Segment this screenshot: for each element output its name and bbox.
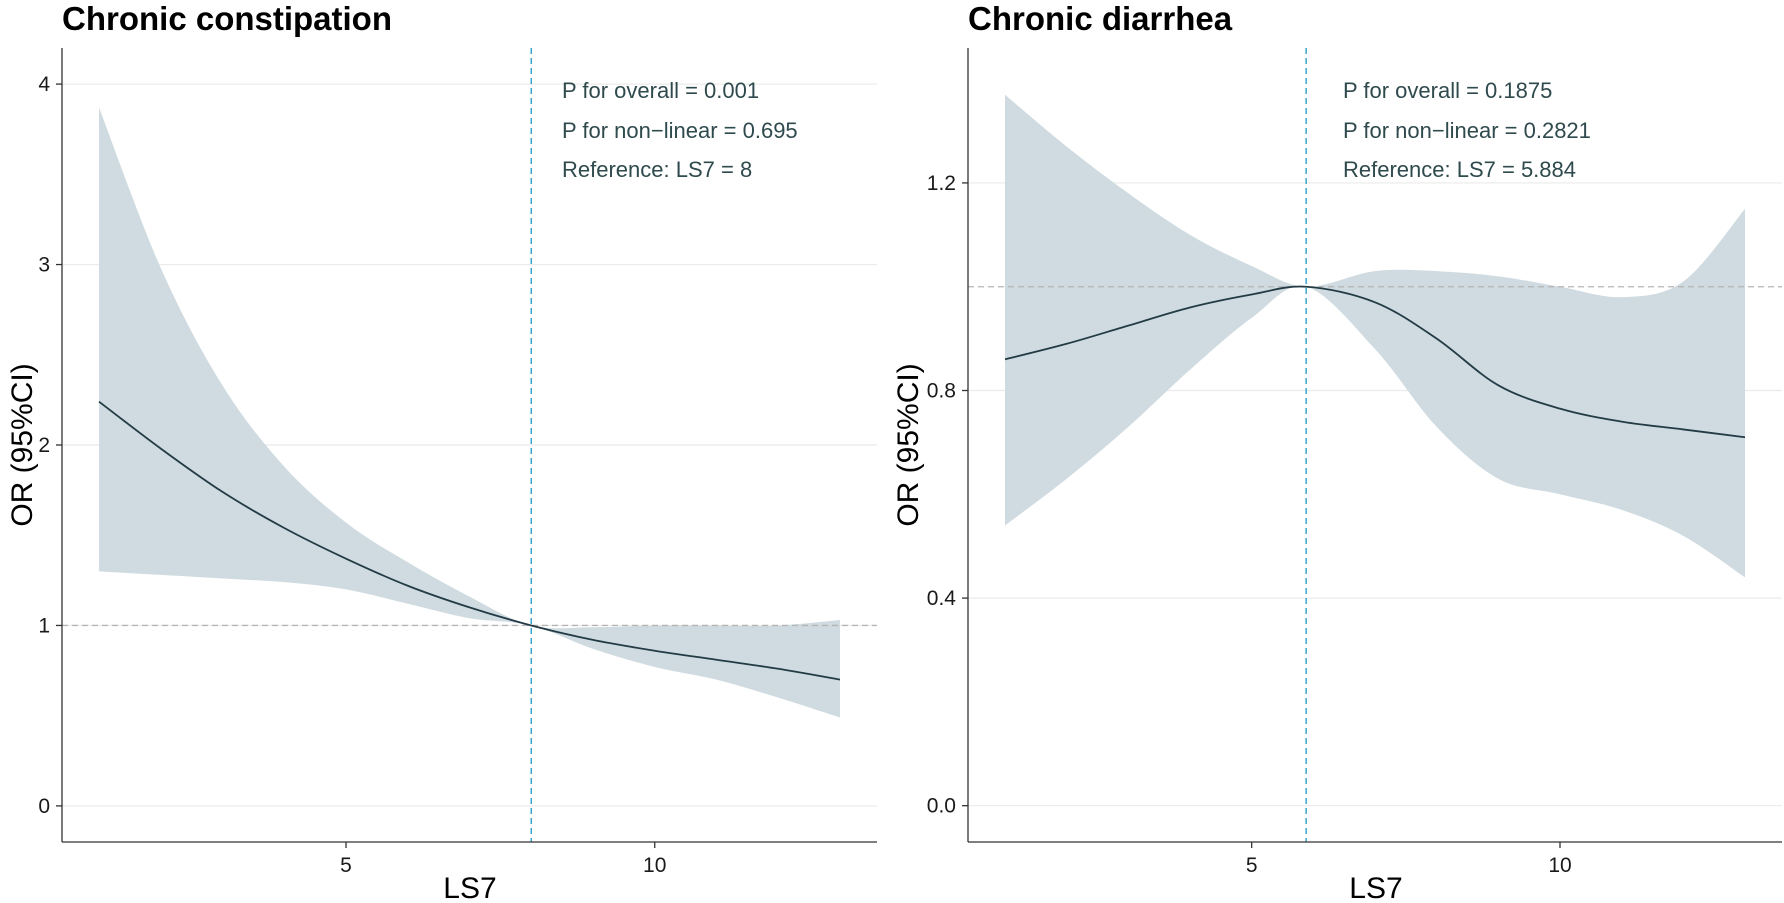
y-tick-label: 0.4 <box>927 587 957 610</box>
or-curve <box>1004 285 1746 439</box>
chart-title: Chronic diarrhea <box>968 0 1233 37</box>
chart-title: Chronic constipation <box>62 0 392 37</box>
y-tick-label: 1 <box>38 614 50 637</box>
annotation-p-nonlinear: P for non−linear = 0.2821 <box>1343 118 1591 143</box>
y-tick-label: 0.0 <box>927 795 956 818</box>
x-tick-label: 5 <box>1246 854 1258 877</box>
y-ticks: 0.0 0.4 0.8 1.2 <box>927 172 968 818</box>
y-axis-label: OR (95%CI) <box>6 363 39 526</box>
chart-panel-diarrhea: Chronic diarrhea 0.0 0.4 0.8 1.2 5 10 P for … <box>892 0 1782 903</box>
confidence-band <box>1005 94 1745 578</box>
y-ticks: 0 1 2 3 4 <box>38 73 62 818</box>
y-tick-label: 1.2 <box>927 172 956 195</box>
y-tick-label: 3 <box>38 254 50 277</box>
annotation-p-nonlinear: P for non−linear = 0.695 <box>562 118 798 143</box>
x-ticks: 5 10 <box>340 842 666 877</box>
x-axis-label: LS7 <box>443 872 496 903</box>
x-tick-label: 10 <box>643 854 666 877</box>
annotation-reference: Reference: LS7 = 8 <box>562 157 752 182</box>
confidence-band <box>99 107 840 718</box>
x-tick-label: 10 <box>1548 854 1571 877</box>
x-tick-label: 5 <box>340 854 352 877</box>
annotation-p-overall: P for overall = 0.001 <box>562 78 759 103</box>
y-tick-label: 2 <box>38 434 50 457</box>
y-tick-label: 0 <box>38 795 50 818</box>
x-axis-label: LS7 <box>1349 872 1402 903</box>
annotation-p-overall: P for overall = 0.1875 <box>1343 78 1552 103</box>
annotation-reference: Reference: LS7 = 5.884 <box>1343 157 1576 182</box>
x-ticks: 5 10 <box>1246 842 1572 877</box>
y-axis-label: OR (95%CI) <box>892 363 925 526</box>
or-curve <box>98 400 841 681</box>
chart-panel-constipation: Chronic constipation 0 1 2 3 4 5 10 P for ove… <box>6 0 877 903</box>
y-tick-label: 0.8 <box>927 380 956 403</box>
y-tick-label: 4 <box>38 73 50 96</box>
